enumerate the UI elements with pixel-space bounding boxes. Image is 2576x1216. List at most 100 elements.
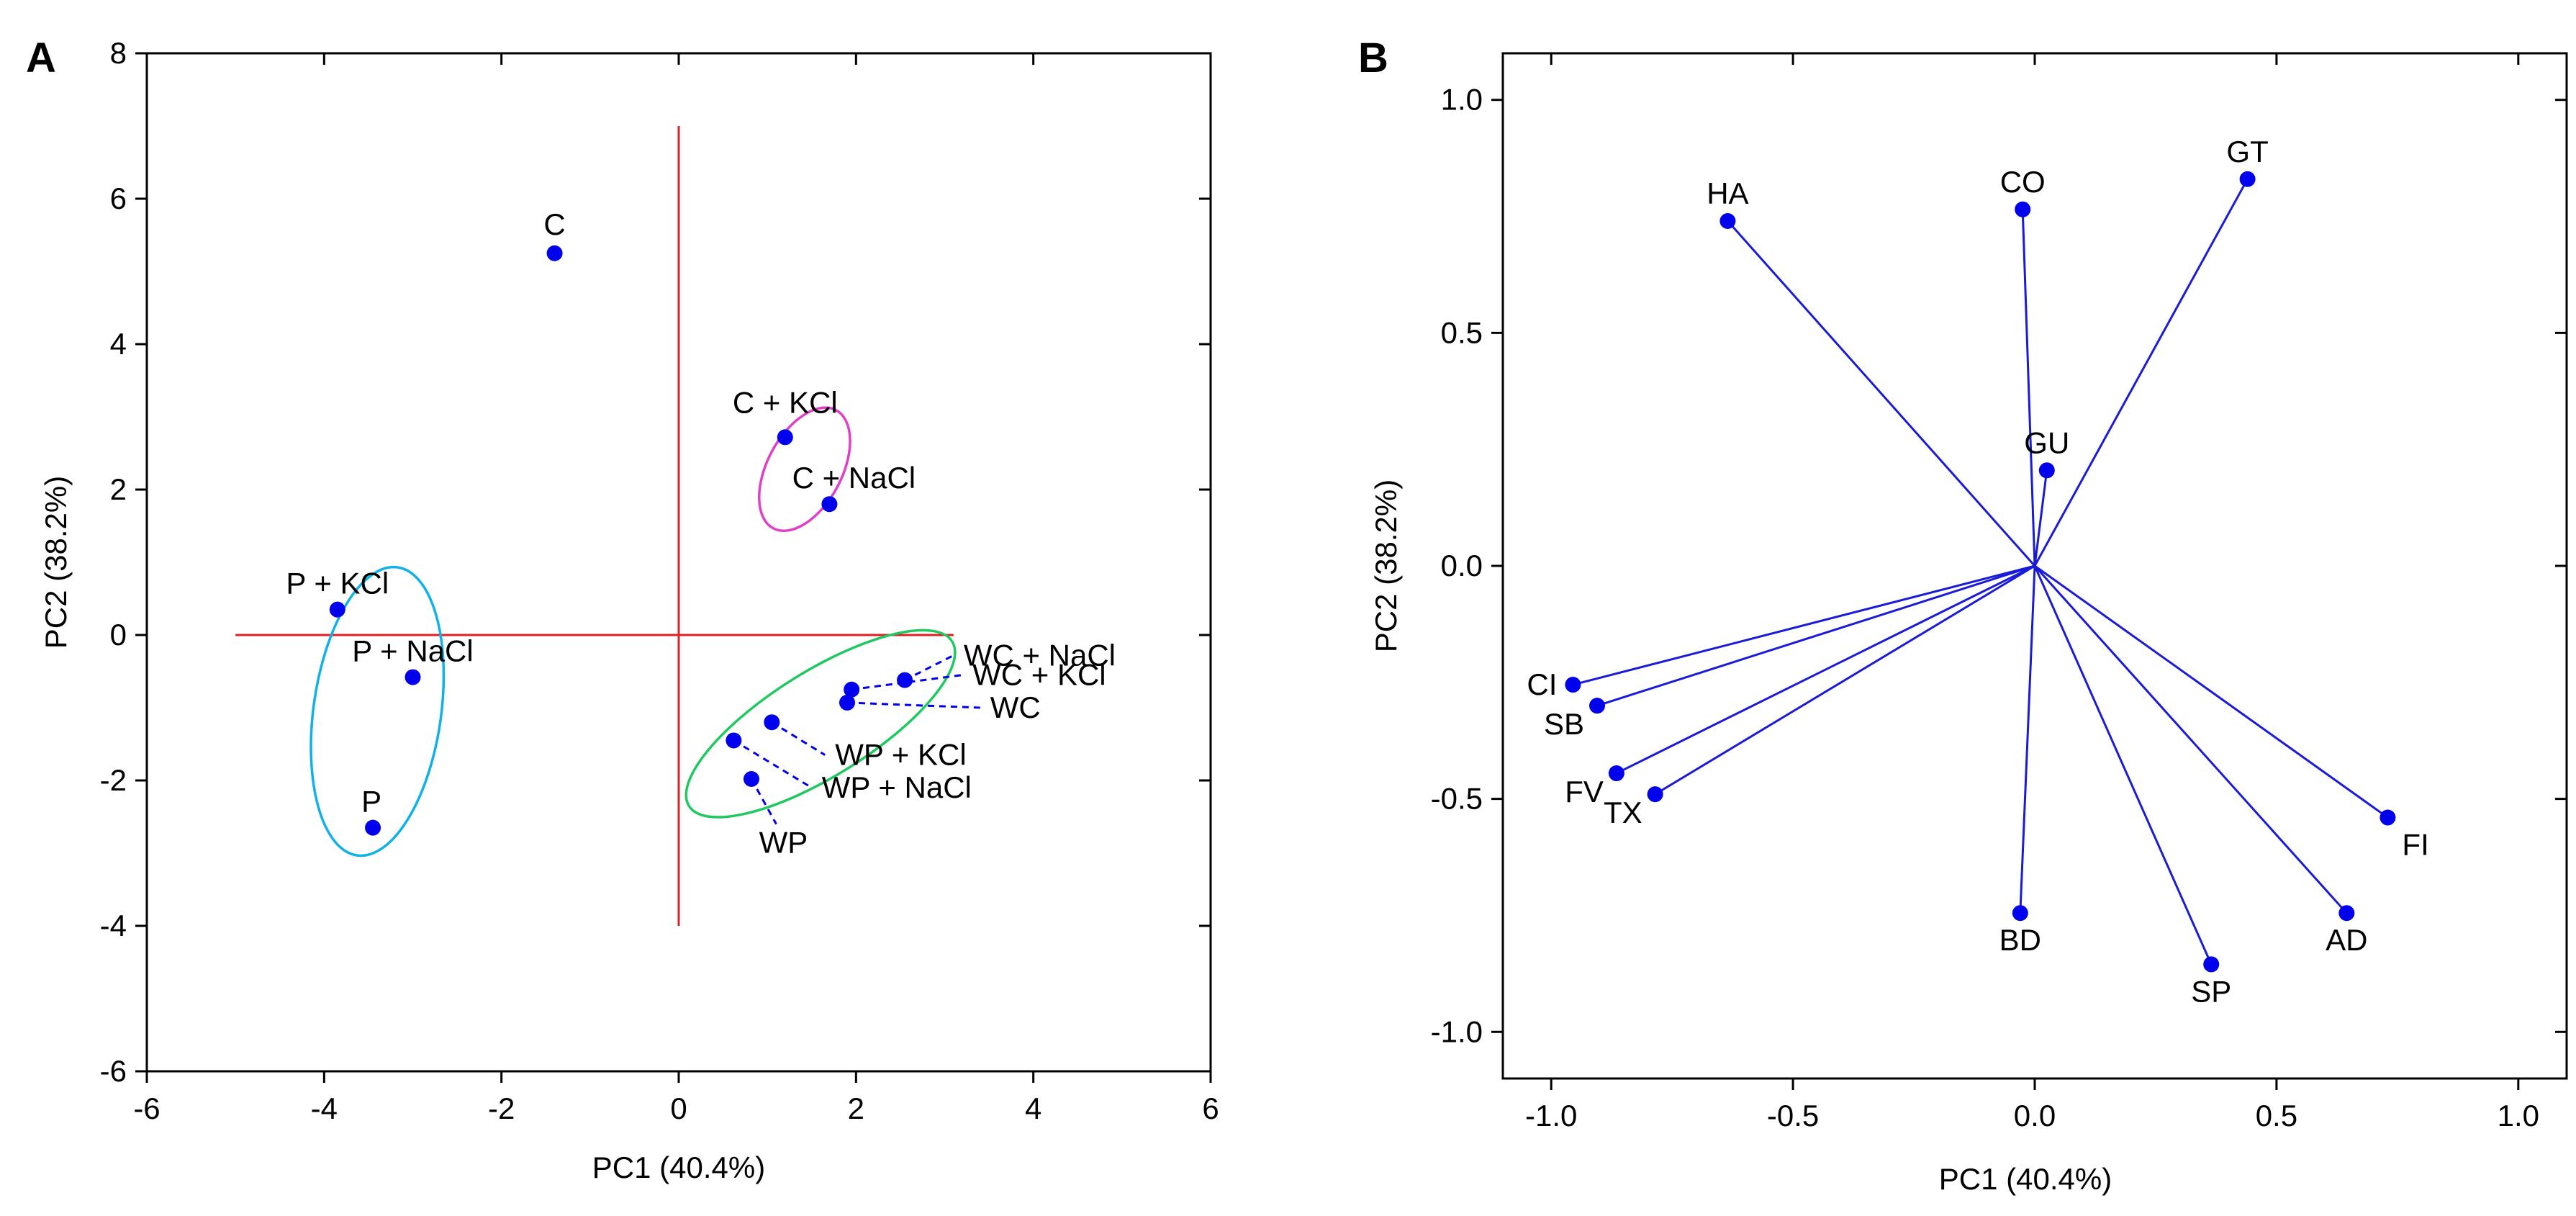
panel-b-vector-bd bbox=[2019, 565, 2036, 914]
panel-a-x-tick-label: 4 bbox=[1025, 1091, 1041, 1125]
panel-b-label-gu: GU bbox=[2024, 425, 2069, 459]
panel-a-letter: A bbox=[26, 35, 56, 81]
panel-b-vector-tx bbox=[1654, 564, 2035, 796]
panel-a-x-axis-title: PC1 (40.4%) bbox=[592, 1150, 765, 1184]
panel-b-point-fv bbox=[1608, 765, 1624, 782]
panel-b-label-sb: SB bbox=[1544, 707, 1584, 741]
panel-a-label-wc: WC bbox=[990, 690, 1041, 724]
panel-b-label-co: CO bbox=[2000, 165, 2046, 199]
panel-a-leader-wc-kcl bbox=[851, 674, 963, 691]
panel-b-point-co bbox=[2015, 201, 2031, 217]
panel-a-label-wp: WP bbox=[759, 826, 808, 860]
panel-b-y-tick-label: 0.5 bbox=[1441, 315, 1483, 349]
panel-b-x-tick-label: 0.0 bbox=[2014, 1099, 2056, 1132]
panel-b-label-ad: AD bbox=[2326, 923, 2367, 957]
panel-a-y-axis-title: PC2 (38.2%) bbox=[39, 476, 73, 649]
panel-a-leader-wp bbox=[750, 778, 777, 825]
panel-a-pca-scores: A -6 -4 -2 0 2 4 6 -6 -4 -2 0 2 4 6 8 C C + KCl C + NaCl… bbox=[26, 35, 1219, 1184]
panel-a-y-tick-label: -6 bbox=[100, 1054, 127, 1088]
panel-a-point-c-nacl bbox=[821, 496, 838, 513]
panel-b-label-ci: CI bbox=[1527, 667, 1557, 701]
panel-a-y-tick-label: -4 bbox=[100, 909, 127, 942]
panel-a-points bbox=[329, 245, 913, 836]
panel-b-x-tick-label: -0.5 bbox=[1767, 1099, 1819, 1132]
panel-b-y-axis-title: PC2 (38.2%) bbox=[1369, 479, 1403, 652]
panel-a-label-c: C bbox=[543, 207, 565, 241]
panel-a-leader-wp-nacl bbox=[733, 739, 813, 789]
panel-a-x-tick-label: -4 bbox=[311, 1091, 338, 1125]
panel-b-vector-ha bbox=[1727, 220, 2036, 567]
panel-b-x-tick-label: 0.5 bbox=[2256, 1099, 2297, 1132]
panel-a-point-c bbox=[546, 245, 563, 261]
panel-a-label-p-nacl: P + NaCl bbox=[352, 634, 473, 668]
panel-a-leader-wp-kcl bbox=[771, 721, 826, 756]
panel-b-point-ha bbox=[1719, 213, 1736, 230]
panel-b-axis-ticks: -1.0 -0.5 0.0 0.5 1.0 -1.0 -0.5 0.0 0.5 1.0 bbox=[1431, 53, 2567, 1132]
panel-a-leader-wc-nacl bbox=[904, 654, 954, 681]
panel-a-point-wc bbox=[839, 694, 856, 711]
panel-b-vector-sp bbox=[2033, 565, 2213, 965]
panel-a-reference-lines bbox=[235, 126, 954, 926]
panel-b-x-axis-title: PC1 (40.4%) bbox=[1939, 1162, 2112, 1196]
panel-b-y-tick-label: -1.0 bbox=[1431, 1014, 1483, 1048]
panel-a-ellipse-3 bbox=[684, 629, 957, 819]
panel-b-x-tick-label: -1.0 bbox=[1525, 1099, 1577, 1132]
panel-b-vector-gt bbox=[2033, 179, 2249, 567]
panel-a-x-tick-label: 0 bbox=[670, 1091, 687, 1125]
panel-b-y-tick-label: -0.5 bbox=[1431, 782, 1483, 816]
panel-b-point-fi bbox=[2380, 809, 2396, 826]
panel-b-vector-fv bbox=[1616, 564, 2035, 775]
panel-b-letter: B bbox=[1358, 35, 1388, 81]
panel-b-vector-ci bbox=[1573, 564, 2035, 686]
panel-a-y-tick-label: 8 bbox=[110, 36, 127, 70]
panel-a-point-p-nacl bbox=[405, 669, 421, 685]
panel-b-point-gt bbox=[2239, 171, 2256, 187]
panel-a-point-wc-kcl bbox=[844, 681, 860, 698]
panel-b-point-sp bbox=[2203, 956, 2220, 973]
panel-b-label-ha: HA bbox=[1707, 176, 1748, 210]
panel-a-point-wc-nacl bbox=[897, 672, 913, 688]
panel-a-y-tick-label: -2 bbox=[100, 763, 127, 797]
panel-b-vector-sb bbox=[1596, 564, 2035, 707]
panel-b-point-sb bbox=[1589, 698, 1606, 714]
panel-a-y-tick-label: 4 bbox=[110, 327, 127, 361]
panel-b-point-gu bbox=[2038, 462, 2055, 479]
panel-b-label-sp: SP bbox=[2191, 974, 2231, 1008]
panel-a-point-wp-nacl bbox=[726, 732, 742, 749]
panel-a-x-tick-label: 2 bbox=[848, 1091, 864, 1125]
panel-a-label-wp-kcl: WP + KCl bbox=[835, 738, 966, 772]
panel-b-point-ad bbox=[2338, 905, 2355, 922]
panel-b-pca-loadings: B -1.0 -0.5 0.0 0.5 1.0 -1.0 -0.5 0.0 0.5 1.0 HA C… bbox=[1358, 35, 2568, 1196]
panel-a-label-wp-nacl: WP + NaCl bbox=[822, 770, 972, 804]
panel-a-y-tick-label: 6 bbox=[110, 181, 127, 215]
panel-a-y-tick-label: 0 bbox=[110, 618, 127, 652]
panel-a-point-p-kcl bbox=[329, 601, 345, 618]
panel-b-loading-vectors bbox=[1573, 179, 2389, 965]
panel-a-label-wc-nacl: WC + NaCl bbox=[964, 638, 1116, 672]
panel-a-label-p-kcl: P + KCl bbox=[286, 567, 389, 600]
panel-a-label-leaders bbox=[733, 654, 980, 825]
panel-b-label-fv: FV bbox=[1565, 775, 1604, 809]
panel-a-label-c-kcl: C + KCl bbox=[733, 385, 838, 419]
panel-a-ellipse-2 bbox=[309, 565, 446, 857]
panel-a-x-tick-label: -2 bbox=[488, 1091, 515, 1125]
panel-b-label-fi: FI bbox=[2402, 828, 2428, 862]
panel-b-vector-ad bbox=[2033, 564, 2348, 914]
panel-a-label-c-nacl: C + NaCl bbox=[792, 461, 916, 495]
panel-a-axis-ticks: -6 -4 -2 0 2 4 6 -6 -4 -2 0 2 4 6 8 bbox=[100, 36, 1219, 1125]
panel-b-point-ci bbox=[1565, 677, 1581, 693]
panel-a-point-p bbox=[365, 819, 381, 836]
panel-a-point-wp bbox=[743, 770, 759, 787]
panel-a-group-ellipses bbox=[309, 406, 957, 857]
panel-a-point-wp-kcl bbox=[764, 714, 780, 731]
panel-b-y-tick-label: 0.0 bbox=[1441, 549, 1483, 582]
panel-a-label-wc-kcl: WC + KCl bbox=[972, 658, 1106, 692]
panel-b-y-tick-label: 1.0 bbox=[1441, 83, 1483, 117]
panel-b-vector-fi bbox=[2034, 564, 2389, 819]
panel-a-ellipse-1 bbox=[757, 406, 851, 533]
panel-a-x-tick-label: -6 bbox=[133, 1091, 160, 1125]
panel-b-vector-gu bbox=[2033, 470, 2048, 567]
